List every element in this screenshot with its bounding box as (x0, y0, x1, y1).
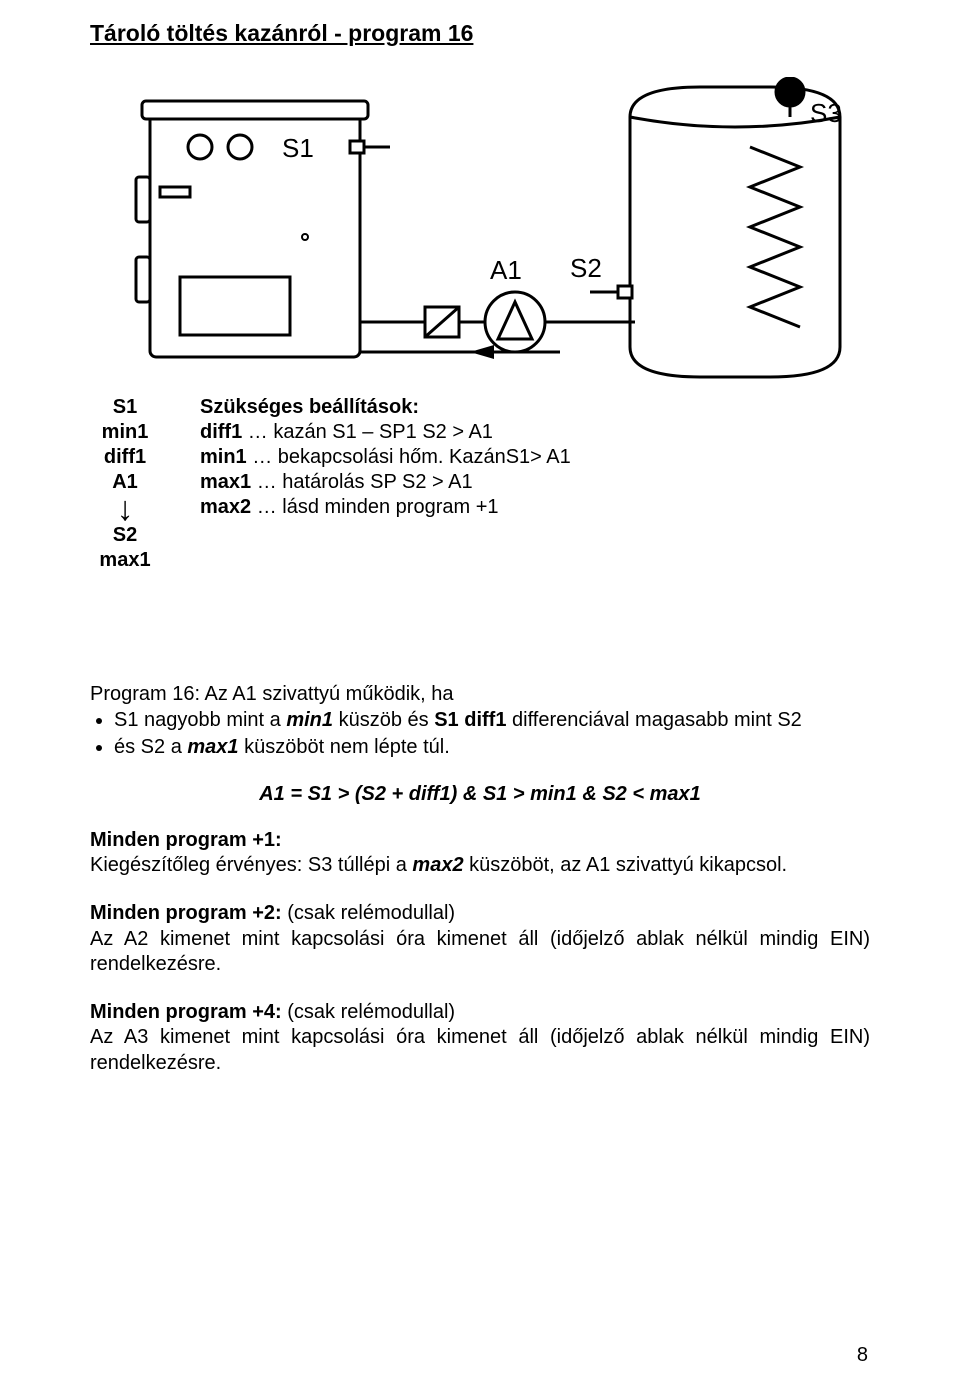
settings-line-3: max2 … lásd minden program +1 (200, 495, 571, 520)
plus1-heading: Minden program +1: (90, 828, 870, 854)
page-container: Tároló töltés kazánról - program 16 (0, 0, 960, 1385)
settings-s2: S2 (90, 523, 160, 548)
plus4-text: Az A3 kimenet mint kapcsolási óra kimene… (90, 1025, 870, 1076)
label-s1: S1 (282, 133, 314, 163)
page-title: Tároló töltés kazánról - program 16 (90, 20, 870, 47)
settings-s1: S1 (90, 395, 160, 420)
settings-max1: max1 (90, 548, 160, 573)
label-s3: S3 (810, 98, 842, 128)
program16-bullets: S1 nagyobb mint a min1 küszöb és S1 diff… (114, 708, 870, 761)
plus2-text: Az A2 kimenet mint kapcsolási óra kimene… (90, 927, 870, 978)
plus1-text: Kiegészítőleg érvényes: S3 túllépi a max… (90, 853, 870, 879)
plus4-heading-line: Minden program +4: (csak relémodullal) (90, 1000, 870, 1026)
plus4-section: Minden program +4: (csak relémodullal) A… (90, 1000, 870, 1077)
diagram-svg: S1 A1 (90, 77, 870, 397)
settings-left-labels: S1 min1 diff1 A1 ↓ S2 max1 (90, 395, 160, 573)
settings-right: Szükséges beállítások: diff1 … kazán S1 … (200, 395, 571, 573)
settings-heading: Szükséges beállítások: (200, 395, 571, 420)
plus2-section: Minden program +2: (csak relémodullal) A… (90, 901, 870, 978)
settings-min1: min1 (90, 420, 160, 445)
label-a1: A1 (490, 255, 522, 285)
settings-line-2: max1 … határolás SP S2 > A1 (200, 470, 571, 495)
page-number: 8 (857, 1344, 868, 1367)
settings-block: S1 min1 diff1 A1 ↓ S2 max1 Szükséges beá… (90, 395, 571, 573)
formula: A1 = S1 > (S2 + diff1) & S1 > min1 & S2 … (90, 783, 870, 806)
program16-intro: Program 16: Az A1 szivattyú működik, ha (90, 682, 870, 708)
settings-line-0: diff1 … kazán S1 – SP1 S2 > A1 (200, 420, 571, 445)
plus1-section: Minden program +1: Kiegészítőleg érvénye… (90, 828, 870, 879)
bullet-1: S1 nagyobb mint a min1 küszöb és S1 diff… (114, 708, 870, 734)
bullet-2: és S2 a max1 küszöböt nem lépte túl. (114, 735, 870, 761)
settings-line-1: min1 … bekapcsolási hőm. KazánS1> A1 (200, 445, 571, 470)
plus2-heading-line: Minden program +2: (csak relémodullal) (90, 901, 870, 927)
system-diagram: S1 A1 (90, 77, 870, 397)
settings-diff1: diff1 (90, 445, 160, 470)
label-s2: S2 (570, 253, 602, 283)
down-arrow-icon: ↓ (90, 499, 160, 519)
